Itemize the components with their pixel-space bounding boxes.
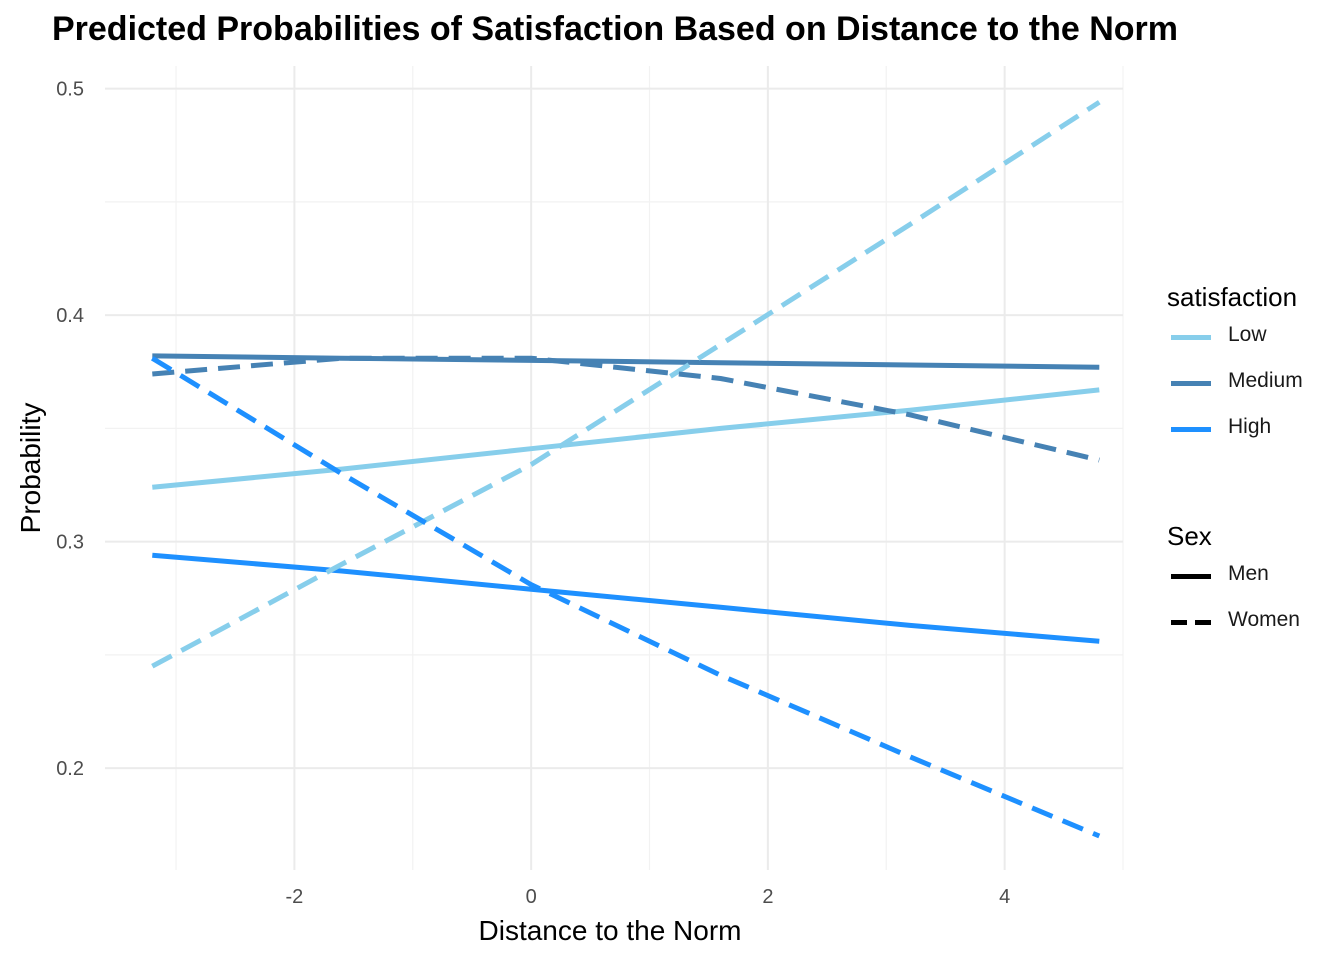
legend-label: Medium <box>1228 369 1303 392</box>
series-line-medium-women <box>152 355 1100 463</box>
chart-title: Predicted Probabilities of Satisfaction … <box>51 10 1178 48</box>
series-line-high-men <box>152 552 1100 644</box>
legend-title: Sex <box>1167 521 1212 551</box>
x-axis-title: Distance to the Norm <box>479 915 742 946</box>
y-tick-label: 0.3 <box>56 532 84 554</box>
x-tick-label: -2 <box>285 886 303 908</box>
y-tick-labels: 0.2 0.3 0.4 0.5 <box>56 79 84 780</box>
legend-sex: Sex Men Women <box>1167 518 1300 646</box>
legend-item-medium: Medium <box>1167 361 1303 407</box>
legend-item-women: Women <box>1167 600 1300 646</box>
y-tick-label: 0.4 <box>56 305 84 327</box>
grid-major <box>105 66 1123 870</box>
x-tick-label: 2 <box>762 886 773 908</box>
y-axis-title: Probability <box>15 403 46 534</box>
legend-label: Women <box>1228 608 1300 631</box>
legend-item-low: Low <box>1167 315 1297 361</box>
legend-label: High <box>1228 415 1272 438</box>
legend-item-men: Men <box>1167 554 1269 600</box>
legend-key <box>1171 427 1211 432</box>
legend-key <box>1171 335 1211 340</box>
x-tick-labels: -2 0 2 4 <box>285 886 1010 908</box>
series-layer <box>150 100 1101 839</box>
legend-label: Men <box>1228 562 1269 585</box>
legend-satisfaction: satisfaction Low Medium High <box>1167 279 1303 453</box>
legend-key-solid <box>1171 574 1211 579</box>
x-tick-label: 0 <box>526 886 537 908</box>
legend-label: Low <box>1228 323 1267 346</box>
legend-key-dashed <box>1171 620 1211 625</box>
legend-item-high: High <box>1167 407 1297 453</box>
series-line-medium-men <box>152 353 1100 370</box>
x-tick-label: 4 <box>999 886 1010 908</box>
series-line-low-women <box>151 100 1101 669</box>
legend-key <box>1171 381 1211 386</box>
y-tick-label: 0.2 <box>56 758 84 780</box>
y-tick-label: 0.5 <box>56 79 84 101</box>
series-line-low-men <box>152 387 1100 490</box>
legend-title: satisfaction <box>1167 282 1298 312</box>
series-line-high-women <box>150 356 1101 839</box>
grid-minor <box>105 66 1124 870</box>
